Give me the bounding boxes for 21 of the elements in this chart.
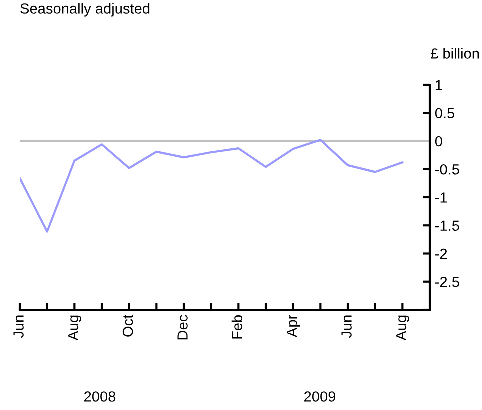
y-tick-label: -0.5 xyxy=(436,164,460,175)
x-tick-label: Aug xyxy=(396,316,410,341)
y-tick-label: -1 xyxy=(436,192,448,203)
x-tick-label: Feb xyxy=(232,315,243,339)
x-tick-label: Aug xyxy=(68,316,82,341)
y-tick-label: 0 xyxy=(435,136,442,147)
x-tick-label: Dec xyxy=(178,315,188,340)
y-tick-label: -2 xyxy=(436,248,448,260)
line-series xyxy=(20,139,404,233)
x-tick-label: Jun xyxy=(342,316,352,338)
x-tick-label: Oct xyxy=(122,314,134,337)
text: 2008 xyxy=(84,392,116,402)
y-tick-label: 0.5 xyxy=(435,108,455,119)
y-axis-title: £ billion xyxy=(430,48,480,59)
x-tick-label: Apr xyxy=(287,315,300,338)
y-tick-label: -1.5 xyxy=(436,220,460,232)
x-tick-label: Jun xyxy=(14,316,24,338)
y-tick-label: -2.5 xyxy=(436,276,460,288)
y-tick-label: 1 xyxy=(436,80,442,90)
chart-subtitle: Seasonally adjusted xyxy=(20,3,150,17)
text: 2009 xyxy=(304,392,336,402)
